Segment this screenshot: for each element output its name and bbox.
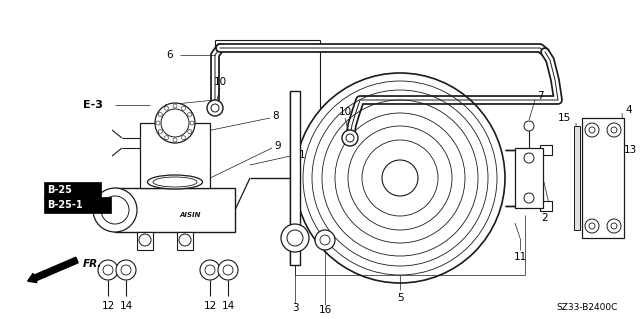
Circle shape [161, 109, 189, 137]
Circle shape [524, 153, 534, 163]
Circle shape [315, 230, 335, 250]
Text: 8: 8 [273, 111, 279, 121]
Text: 11: 11 [513, 252, 527, 262]
Bar [137, 232, 153, 250]
FancyArrow shape [28, 257, 78, 283]
Circle shape [342, 130, 358, 146]
Circle shape [200, 260, 220, 280]
Text: 15: 15 [557, 113, 571, 123]
Text: 1: 1 [299, 150, 305, 160]
Text: 14: 14 [120, 301, 132, 311]
Circle shape [218, 260, 238, 280]
FancyBboxPatch shape [44, 197, 111, 213]
Circle shape [585, 219, 599, 233]
Text: 2: 2 [541, 213, 548, 223]
Text: E-3: E-3 [83, 100, 103, 110]
Bar [574, 126, 580, 230]
Circle shape [607, 123, 621, 137]
Text: B-25-1: B-25-1 [47, 200, 83, 210]
Circle shape [155, 103, 195, 143]
Text: AISIN: AISIN [179, 212, 201, 218]
Text: 13: 13 [623, 145, 637, 155]
Ellipse shape [153, 177, 197, 187]
Circle shape [207, 100, 223, 116]
Circle shape [585, 123, 599, 137]
Text: 7: 7 [537, 91, 543, 101]
Text: 5: 5 [397, 293, 403, 303]
Bar [540, 145, 552, 155]
Text: 12: 12 [101, 301, 115, 311]
Text: 10: 10 [339, 107, 351, 117]
Text: FR.: FR. [83, 259, 102, 269]
Text: 12: 12 [204, 301, 216, 311]
Bar [582, 118, 624, 238]
Bar [140, 123, 210, 188]
Text: 6: 6 [166, 50, 173, 60]
Bar [515, 148, 543, 208]
Bar [115, 188, 235, 232]
Text: SZ33-B2400C: SZ33-B2400C [557, 303, 618, 313]
Text: 3: 3 [292, 303, 298, 313]
Text: 4: 4 [625, 105, 632, 115]
Bar [540, 201, 552, 211]
Circle shape [607, 219, 621, 233]
Circle shape [93, 188, 137, 232]
Circle shape [524, 121, 534, 131]
Circle shape [98, 260, 118, 280]
Text: B-25: B-25 [47, 185, 72, 195]
Circle shape [139, 234, 151, 246]
FancyBboxPatch shape [44, 182, 101, 198]
Circle shape [179, 234, 191, 246]
Circle shape [116, 260, 136, 280]
Bar [290, 91, 300, 265]
Text: 14: 14 [221, 301, 235, 311]
Text: 16: 16 [318, 305, 332, 315]
Circle shape [281, 224, 309, 252]
Text: 9: 9 [275, 141, 282, 151]
Bar [177, 232, 193, 250]
Circle shape [524, 193, 534, 203]
Ellipse shape [147, 175, 202, 189]
Text: 10: 10 [213, 77, 227, 87]
